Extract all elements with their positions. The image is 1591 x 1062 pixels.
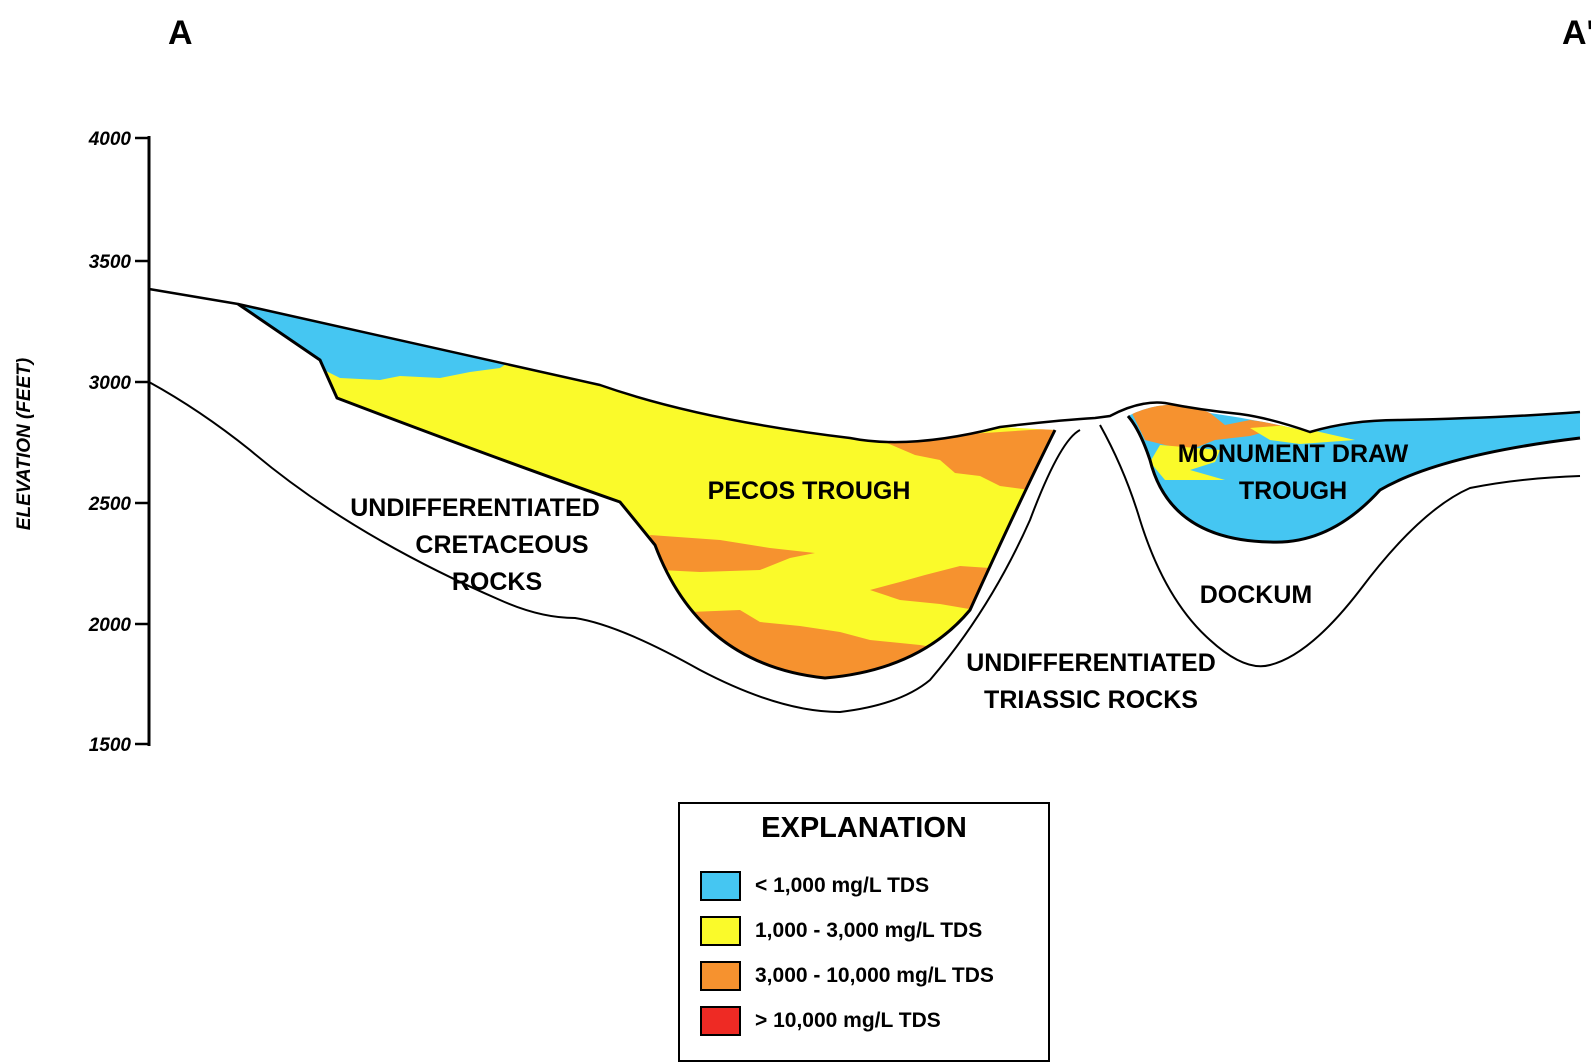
cretaceous-label: CRETACEOUS (415, 531, 588, 559)
triassic-contact-line (1099, 424, 1581, 668)
legend-label: 1,000 - 3,000 mg/L TDS (755, 919, 983, 942)
dockum-label: DOCKUM (1200, 581, 1313, 609)
elevation-axis: 4000 3500 3000 2500 2000 1500 ELEVATION … (14, 129, 151, 756)
monument-draw-fill (1126, 404, 1581, 544)
legend-title: EXPLANATION (761, 812, 967, 844)
legend-swatch (700, 871, 741, 901)
y-tick-label: 4000 (88, 129, 132, 150)
y-tick-label: 2500 (88, 494, 132, 515)
cretaceous-label: ROCKS (452, 568, 542, 596)
legend-swatch (700, 1006, 741, 1036)
legend-swatch (700, 916, 741, 946)
y-tick-label: 3000 (89, 373, 132, 394)
legend-label: > 10,000 mg/L TDS (755, 1009, 941, 1032)
cretaceous-base-line (148, 381, 1081, 714)
section-start-label: A (168, 14, 193, 52)
legend-label: 3,000 - 10,000 mg/L TDS (755, 964, 994, 987)
legend-box: EXPLANATION < 1,000 mg/L TDS 1,000 - 3,0… (678, 802, 1050, 1062)
y-tick-label: 2000 (88, 615, 132, 636)
y-tick-label: 3500 (89, 252, 132, 273)
cretaceous-label: UNDIFFERENTIATED (350, 494, 600, 522)
pecos-trough-fill (237, 302, 1057, 680)
y-tick-label: 1500 (89, 735, 132, 756)
triassic-label: TRIASSIC ROCKS (984, 686, 1198, 714)
triassic-label: UNDIFFERENTIATED (966, 649, 1216, 677)
legend-label: < 1,000 mg/L TDS (755, 874, 930, 897)
pecos-trough-label: PECOS TROUGH (708, 477, 911, 505)
monument-draw-label: TROUGH (1239, 477, 1347, 505)
section-end-label: A' (1562, 14, 1591, 52)
land-surface-line (148, 287, 1581, 444)
legend-swatch (700, 961, 741, 991)
y-axis-label: ELEVATION (FEET) (14, 358, 35, 530)
monument-draw-label: MONUMENT DRAW (1178, 440, 1409, 468)
